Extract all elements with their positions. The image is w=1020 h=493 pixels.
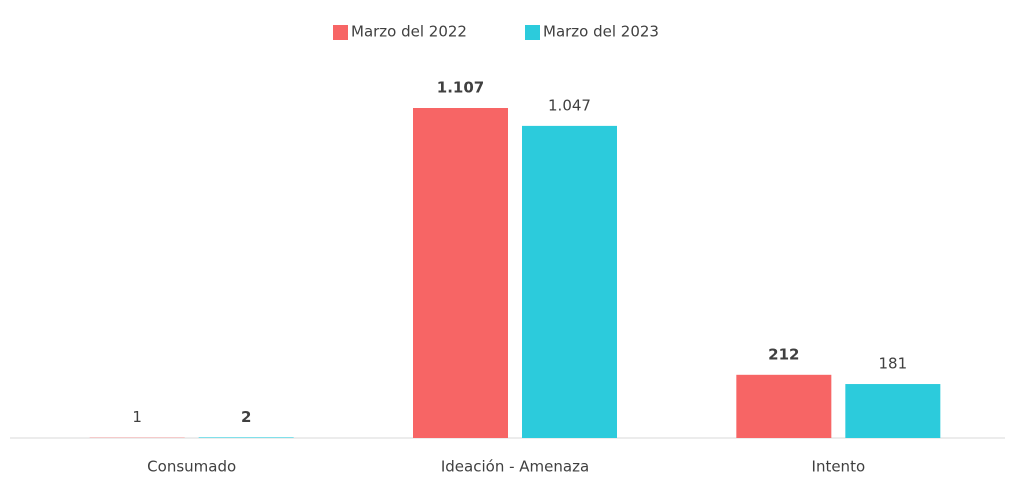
value-label: 1.107 [437,79,484,97]
bar [198,437,294,438]
value-label: 1.047 [548,96,591,114]
value-label: 212 [768,345,799,363]
bar [413,108,508,438]
value-label: 181 [879,355,908,373]
bar [736,374,832,438]
legend-swatch [525,25,540,40]
value-label: 1 [132,408,142,426]
legend-swatch [333,25,348,40]
legend-label: Marzo del 2022 [351,23,467,41]
x-tick-label: Intento [812,458,866,476]
x-tick-label: Ideación - Amenaza [441,458,589,476]
x-tick-label: Consumado [147,458,236,476]
legend-label: Marzo del 2023 [543,23,659,41]
value-label: 2 [241,408,251,426]
bar [522,125,617,439]
bar [845,384,941,438]
